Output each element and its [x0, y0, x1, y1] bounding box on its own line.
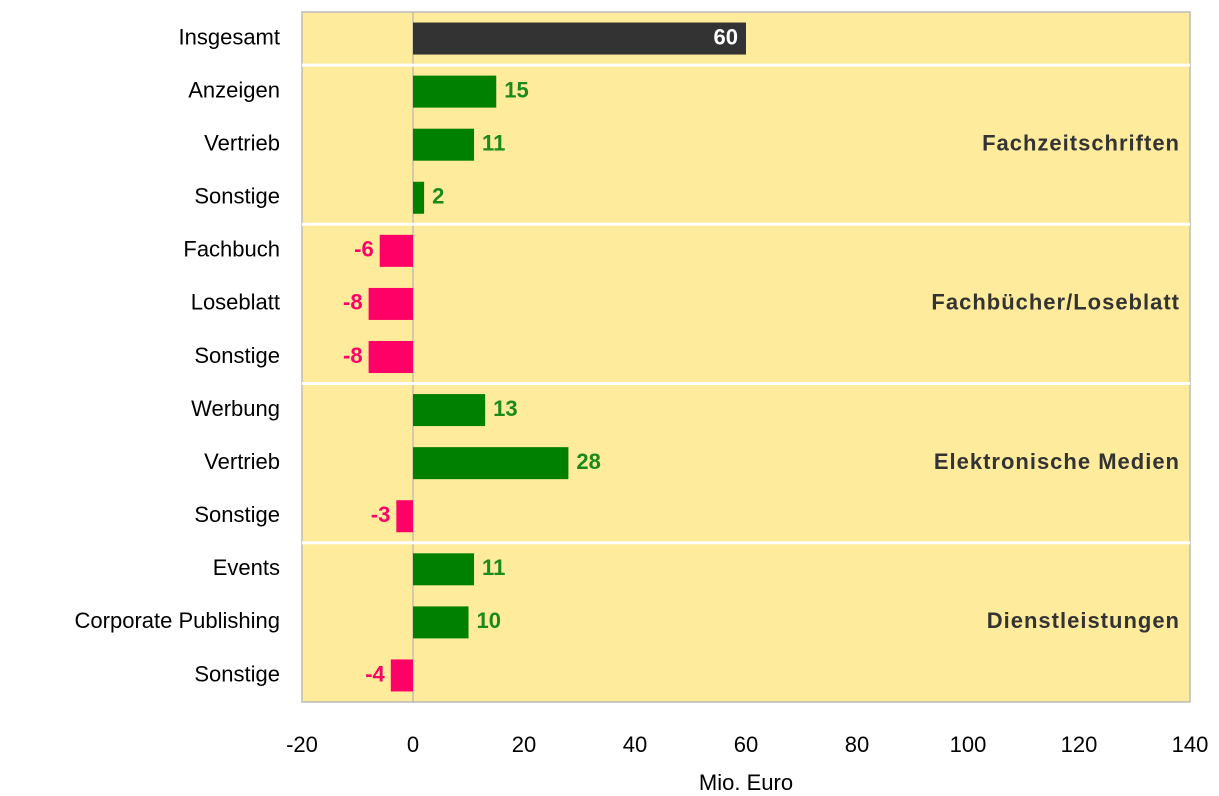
value-label: -8 — [343, 343, 363, 368]
group-label: Elektronische Medien — [934, 449, 1180, 474]
value-label: 28 — [576, 449, 600, 474]
y-tick-label: Werbung — [191, 396, 280, 421]
x-tick-label: 80 — [845, 732, 869, 757]
y-tick-label: Insgesamt — [179, 24, 281, 49]
y-tick-label: Vertrieb — [204, 449, 280, 474]
x-tick-label: 100 — [950, 732, 987, 757]
bar — [413, 394, 486, 427]
value-label: 10 — [477, 608, 501, 633]
y-tick-label: Sonstige — [194, 661, 280, 686]
bar — [413, 447, 569, 480]
value-label: 13 — [493, 396, 517, 421]
x-tick-label: 0 — [407, 732, 419, 757]
x-tick-label: 120 — [1061, 732, 1098, 757]
value-label: 2 — [432, 184, 444, 209]
value-label: -6 — [354, 237, 374, 262]
value-label: -3 — [371, 502, 391, 527]
value-label: 15 — [504, 77, 528, 102]
bar — [390, 659, 413, 692]
bar — [396, 500, 413, 533]
x-tick-label: -20 — [286, 732, 318, 757]
y-tick-label: Sonstige — [194, 184, 280, 209]
y-tick-label: Corporate Publishing — [75, 608, 280, 633]
y-tick-label: Anzeigen — [188, 77, 280, 102]
plot-area — [301, 11, 1191, 703]
value-label: -4 — [365, 661, 385, 686]
x-axis-label: Mio. Euro — [699, 770, 793, 795]
bar — [413, 75, 497, 108]
y-tick-label: Loseblatt — [191, 290, 280, 315]
bar — [368, 287, 413, 320]
bar — [413, 181, 425, 214]
value-label: -8 — [343, 290, 363, 315]
group-label: Dienstleistungen — [987, 608, 1180, 633]
value-label: 11 — [482, 555, 505, 580]
bar — [413, 606, 469, 639]
group-label: Fachzeitschriften — [982, 131, 1180, 156]
x-tick-label: 60 — [734, 732, 758, 757]
value-label: 60 — [714, 24, 738, 49]
y-tick-label: Sonstige — [194, 343, 280, 368]
bar — [379, 234, 413, 267]
x-tick-label: 140 — [1172, 732, 1209, 757]
y-tick-label: Vertrieb — [204, 131, 280, 156]
y-tick-label: Sonstige — [194, 502, 280, 527]
bar — [413, 22, 746, 55]
y-tick-label: Fachbuch — [183, 237, 280, 262]
bar — [413, 128, 475, 161]
value-label: 11 — [482, 131, 505, 156]
bar — [413, 553, 475, 586]
y-tick-label: Events — [213, 555, 280, 580]
x-tick-label: 20 — [512, 732, 536, 757]
x-tick-label: 40 — [623, 732, 647, 757]
group-label: Fachbücher/Loseblatt — [931, 290, 1180, 315]
bar — [368, 341, 413, 373]
